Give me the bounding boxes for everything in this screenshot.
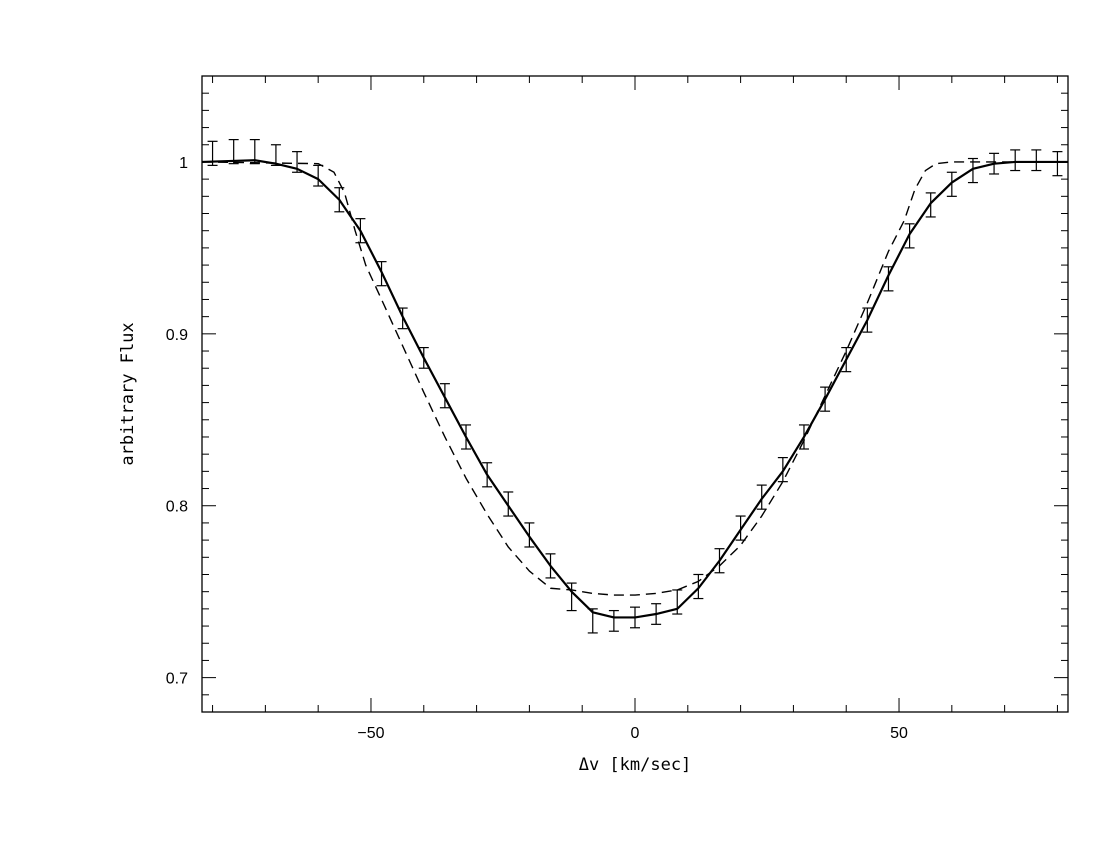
error-bar [545, 553, 556, 579]
error-bar [904, 223, 915, 249]
dashed-model-line [201, 161, 1068, 596]
error-bar [292, 151, 303, 173]
x-axis-label: Δv [km/sec] [579, 755, 692, 775]
error-bar [566, 582, 577, 612]
error-bar [820, 386, 831, 412]
y-tick-label: 0.8 [166, 499, 188, 516]
error-bar [503, 491, 514, 517]
error-bar [862, 307, 873, 333]
error-bar [693, 573, 704, 600]
error-bar [672, 589, 683, 615]
error-bar [841, 346, 852, 373]
error-bar [630, 606, 640, 629]
error-bar [967, 157, 978, 184]
errorbar-layer [207, 139, 1063, 634]
error-bar [228, 139, 239, 165]
error-bar [397, 307, 408, 330]
error-bar [355, 218, 366, 244]
error-bar [376, 261, 387, 287]
error-bar [461, 424, 472, 450]
error-bar [925, 192, 936, 218]
x-tick-label: 0 [631, 725, 640, 742]
y-tick-label: 0.9 [166, 327, 188, 344]
error-bar [608, 609, 619, 632]
error-bar [946, 171, 957, 197]
error-bar [418, 346, 429, 369]
error-bar [756, 484, 767, 510]
axes: −50 0 50 0.7 0.8 0.9 1 [166, 76, 1068, 742]
error-bar [651, 603, 662, 625]
error-bar [587, 608, 598, 634]
x-tick-label: −50 [357, 725, 384, 742]
plot-frame [201, 75, 1069, 713]
error-bar [270, 144, 281, 166]
error-bar [883, 266, 894, 292]
x-tick-label: 50 [890, 725, 908, 742]
error-bar [1010, 149, 1021, 172]
error-bar [989, 152, 1000, 175]
error-bar [313, 164, 324, 187]
y-tick-label: 0.7 [166, 671, 188, 688]
error-bar [524, 522, 535, 548]
error-bar [1031, 149, 1042, 172]
error-bar [249, 139, 260, 165]
error-bar [714, 548, 725, 574]
error-bar [482, 462, 493, 488]
error-bar [798, 424, 809, 450]
y-axis-label: arbitrary Flux [118, 322, 138, 465]
y-tick-label: 1 [179, 155, 188, 172]
error-bar [1052, 151, 1063, 177]
error-bar [777, 457, 788, 483]
series-layer [201, 159, 1068, 619]
error-bar [735, 515, 746, 541]
error-bar [207, 140, 218, 166]
solid-fit-line [201, 159, 1068, 619]
error-bar [439, 383, 450, 409]
error-bar [334, 187, 345, 213]
